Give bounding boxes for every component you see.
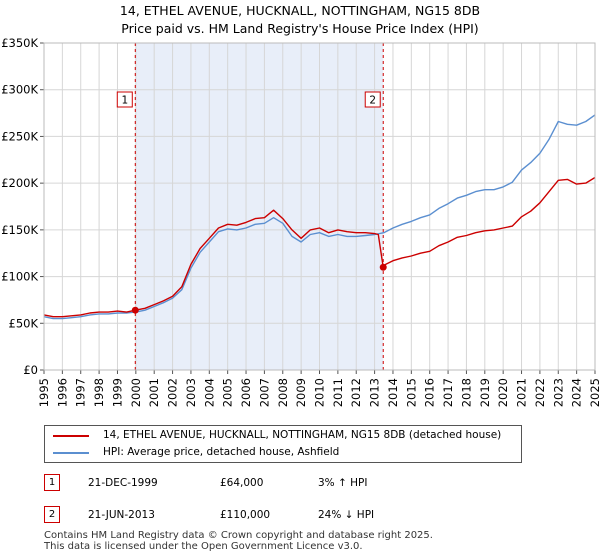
legend-swatch-hpi — [53, 452, 89, 454]
x-tick-label: 2021 — [515, 378, 529, 407]
x-tick-label: 2003 — [184, 378, 198, 407]
legend-item-property: 14, ETHEL AVENUE, HUCKNALL, NOTTINGHAM, … — [45, 427, 521, 444]
x-tick-label: 1997 — [74, 378, 88, 407]
sale-point-marker — [131, 306, 139, 314]
legend-label-hpi: HPI: Average price, detached house, Ashf… — [103, 446, 340, 458]
sale-price: £64,000 — [220, 477, 264, 489]
sale-price: £110,000 — [220, 509, 271, 521]
footer: Contains HM Land Registry data © Crown c… — [44, 530, 433, 552]
x-tick-label: 2012 — [349, 378, 363, 407]
x-tick-label: 2013 — [368, 378, 382, 407]
legend-swatch-property — [53, 435, 89, 437]
x-tick-label: 1998 — [92, 378, 106, 407]
x-axis-ticks: 1995 1996 1997 1998 1999 2000 2001 2002 2003 2004… — [37, 370, 600, 407]
y-tick-label: £0 — [23, 363, 38, 377]
x-tick-label: 2000 — [129, 378, 143, 407]
x-tick-label: 2023 — [551, 378, 565, 407]
x-tick-label: 2014 — [386, 378, 400, 407]
legend: 14, ETHEL AVENUE, HUCKNALL, NOTTINGHAM, … — [44, 425, 522, 463]
sale-marker-lines — [134, 43, 384, 370]
sale-number-badge: 2 — [44, 506, 60, 523]
chart-title: 14, ETHEL AVENUE, HUCKNALL, NOTTINGHAM, … — [0, 2, 600, 38]
ownership-shade — [135, 43, 384, 370]
y-tick-label: £150K — [1, 223, 38, 237]
sale-label-text: 2 — [369, 95, 376, 107]
x-tick-label: 2011 — [331, 378, 345, 407]
x-tick-label: 2025 — [588, 378, 600, 407]
legend-item-hpi: HPI: Average price, detached house, Ashf… — [45, 444, 521, 461]
sale-label-box — [116, 91, 133, 108]
footer-line-1: Contains HM Land Registry data © Crown c… — [44, 530, 433, 541]
x-tick-label: 1996 — [55, 378, 69, 407]
plot-border — [43, 42, 596, 371]
x-tick-label: 2007 — [257, 378, 271, 407]
x-tick-label: 2004 — [202, 378, 216, 407]
title-line-2: Price paid vs. HM Land Registry's House … — [121, 21, 479, 36]
y-tick-label: £200K — [1, 176, 38, 190]
legend-label-property: 14, ETHEL AVENUE, HUCKNALL, NOTTINGHAM, … — [103, 429, 502, 441]
x-tick-label: 2016 — [423, 378, 437, 407]
y-tick-label: £300K — [1, 83, 38, 97]
x-tick-label: 2002 — [166, 378, 180, 407]
x-tick-label: 2006 — [239, 378, 253, 407]
x-tick-label: 2024 — [570, 378, 584, 407]
sale-hpi-diff: 3% ↑ HPI — [318, 477, 368, 489]
x-tick-label: 2022 — [533, 378, 547, 407]
sale-date: 21-JUN-2013 — [88, 509, 155, 521]
x-tick-label: 2017 — [441, 378, 455, 407]
y-axis-ticks: £0 £50K £100K £150K £200K £250K £300K £350K — [1, 36, 44, 377]
x-tick-label: 2018 — [459, 378, 473, 407]
sale-date: 21-DEC-1999 — [88, 477, 158, 489]
sale-number-badge: 1 — [44, 474, 60, 491]
footer-line-2: This data is licensed under the Open Gov… — [44, 541, 363, 552]
sale-hpi-diff: 24% ↓ HPI — [318, 509, 375, 521]
grid-lines — [43, 42, 596, 371]
x-tick-label: 2005 — [221, 378, 235, 407]
sale-point-marker — [379, 263, 387, 271]
x-tick-label: 1995 — [37, 378, 51, 407]
x-tick-label: 2010 — [313, 378, 327, 407]
sale-label-box — [364, 91, 381, 108]
y-tick-label: £250K — [1, 129, 38, 143]
x-tick-label: 1999 — [110, 378, 124, 407]
x-tick-label: 2020 — [496, 378, 510, 407]
x-tick-label: 2001 — [147, 378, 161, 407]
x-tick-label: 2009 — [294, 378, 308, 407]
sale-label-text: 1 — [121, 95, 128, 107]
x-tick-label: 2019 — [478, 378, 492, 407]
y-tick-label: £50K — [9, 316, 39, 330]
title-line-1: 14, ETHEL AVENUE, HUCKNALL, NOTTINGHAM, … — [119, 3, 481, 18]
x-tick-label: 2008 — [276, 378, 290, 407]
y-tick-label: £350K — [1, 36, 38, 50]
y-tick-label: £100K — [1, 270, 38, 284]
x-tick-label: 2015 — [404, 378, 418, 407]
